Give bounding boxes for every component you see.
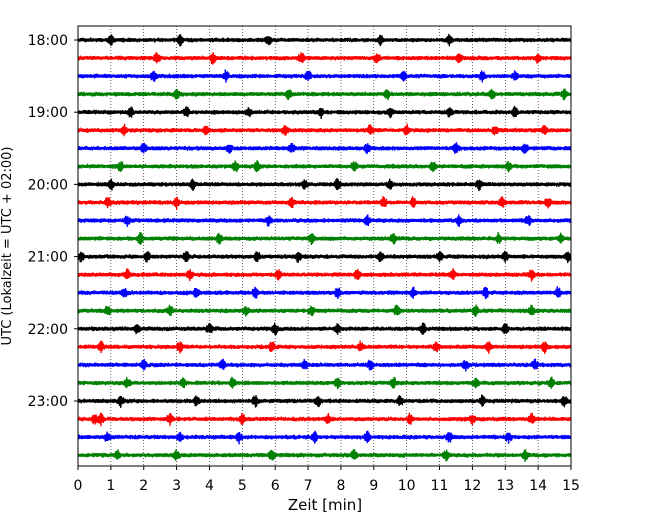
x-tick-label: 15 bbox=[562, 478, 580, 494]
trace-series bbox=[77, 33, 572, 462]
x-tick-label: 9 bbox=[369, 478, 378, 494]
trace-line bbox=[77, 232, 572, 245]
trace-line bbox=[77, 430, 572, 445]
y-tick-label: 22:00 bbox=[28, 322, 68, 338]
x-tick-label: 6 bbox=[271, 478, 280, 494]
trace-line bbox=[77, 340, 572, 354]
trace-line bbox=[77, 159, 572, 173]
trace-line bbox=[77, 286, 572, 300]
x-tick-label: 11 bbox=[431, 478, 449, 494]
y-tick-label: 18:00 bbox=[28, 33, 68, 49]
x-tick-label: 13 bbox=[496, 478, 514, 494]
x-tick-label: 3 bbox=[172, 478, 181, 494]
x-tick-label: 8 bbox=[336, 478, 345, 494]
x-axis-title: Zeit [min] bbox=[288, 496, 362, 514]
trace-line bbox=[77, 268, 572, 282]
trace-line bbox=[77, 69, 572, 83]
trace-line bbox=[77, 250, 572, 264]
x-tick-label: 5 bbox=[238, 478, 247, 494]
x-tick-label: 0 bbox=[74, 478, 83, 494]
x-tick-label: 12 bbox=[463, 478, 481, 494]
trace-line bbox=[77, 394, 572, 408]
y-tick-label: 20:00 bbox=[28, 177, 68, 193]
grid-lines bbox=[110, 26, 539, 466]
trace-line bbox=[77, 358, 572, 372]
trace-line bbox=[77, 142, 572, 155]
y-axis-title: UTC (Lokalzeit = UTC + 02:00) bbox=[0, 147, 15, 346]
trace-line bbox=[77, 177, 572, 192]
trace-line bbox=[77, 304, 572, 317]
y-axis-ticks: 18:00 19:00 20:00 21:00 22:00 23:00 bbox=[28, 33, 78, 410]
y-tick-label: 23:00 bbox=[28, 394, 68, 410]
plot-frame bbox=[77, 25, 572, 467]
trace-line bbox=[77, 214, 572, 227]
trace-line bbox=[77, 52, 572, 65]
y-tick-label: 21:00 bbox=[28, 250, 68, 266]
y-tick-label: 19:00 bbox=[28, 105, 68, 121]
trace-line bbox=[77, 322, 572, 336]
x-tick-label: 10 bbox=[398, 478, 416, 494]
trace-line bbox=[77, 33, 572, 47]
trace-line bbox=[77, 412, 572, 427]
x-tick-label: 2 bbox=[139, 478, 148, 494]
trace-line bbox=[77, 449, 572, 462]
trace-line bbox=[77, 88, 572, 101]
x-tick-label: 7 bbox=[304, 478, 313, 494]
trace-line bbox=[77, 376, 572, 390]
trace-line bbox=[77, 196, 572, 210]
x-tick-label: 4 bbox=[205, 478, 214, 494]
x-tick-label: 14 bbox=[529, 478, 547, 494]
x-axis-ticks: 0 1 2 3 4 5 6 7 8 9 10 11 12 13 14 15 bbox=[74, 466, 580, 494]
trace-line bbox=[77, 123, 572, 137]
x-tick-label: 1 bbox=[106, 478, 115, 494]
trace-line bbox=[77, 105, 572, 120]
